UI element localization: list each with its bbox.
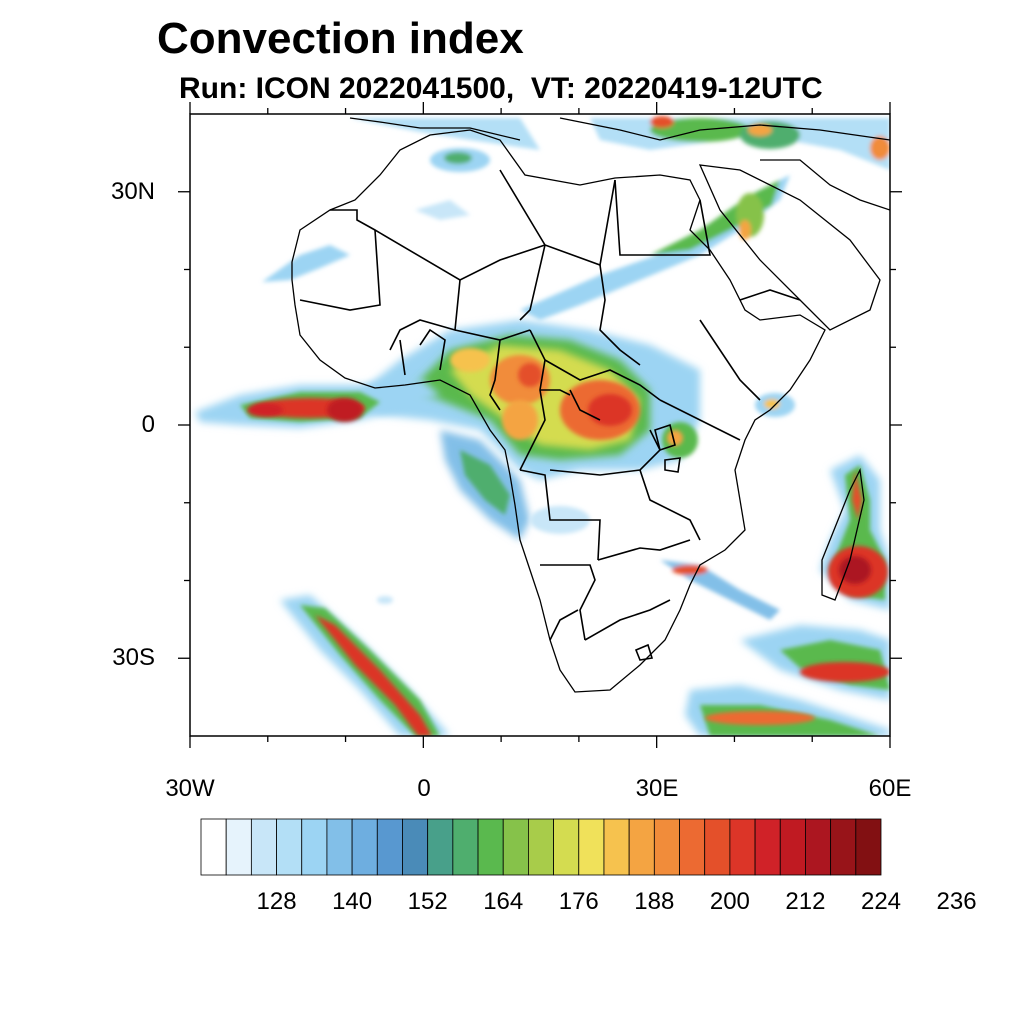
colorbar-swatch [326, 818, 353, 876]
colorbar-swatch [830, 818, 857, 876]
colorbar-swatch [200, 818, 227, 876]
convection-arabia-band [520, 175, 790, 320]
colorbar-swatch [402, 818, 429, 876]
lon-label-30w: 30W [165, 775, 215, 802]
colorbar-swatch [855, 818, 882, 876]
lon-label-30e: 30E [635, 775, 679, 802]
colorbar-swatch [477, 818, 504, 876]
colorbar-swatch [528, 818, 554, 876]
lat-label-30n: 30N [110, 178, 155, 205]
colorbar [200, 818, 882, 876]
colorbar-tick-label: 176 [558, 888, 599, 915]
colorbar-swatch [351, 818, 378, 876]
convection-angola-coast [440, 430, 530, 540]
colorbar-tick-label: 236 [936, 888, 977, 915]
colorbar-swatch [250, 818, 277, 876]
convection-central-africa [350, 320, 700, 480]
axis-ticks [178, 102, 902, 748]
colorbar-swatch [779, 818, 806, 876]
lat-label-0: 0 [141, 411, 155, 438]
convection-gulf-of-guinea [195, 378, 440, 428]
colorbar-swatch [427, 818, 454, 876]
colorbar-swatch [628, 818, 655, 876]
convection-mozambique-channel [660, 560, 780, 620]
colorbar-swatch [653, 818, 680, 876]
colorbar-swatch [225, 818, 252, 876]
colorbar-swatch [754, 818, 781, 876]
colorbar-swatch [301, 818, 328, 876]
colorbar-swatch [376, 818, 403, 876]
colorbar-swatch [578, 818, 605, 876]
colorbar-tick-label: 200 [709, 888, 750, 915]
colorbar-swatch [805, 818, 832, 876]
convection-south-atlantic-band [280, 595, 450, 736]
convection-south-indian-band-1 [740, 625, 890, 700]
lon-label-0: 0 [417, 775, 431, 802]
colorbar-tick-label: 164 [483, 888, 524, 915]
colorbar-tick-label: 128 [256, 888, 297, 915]
colorbar-tick-label: 224 [860, 888, 902, 915]
colorbar-swatch [452, 818, 479, 876]
colorbar-tick-label: 140 [332, 888, 373, 915]
convection-nw-atlantic [262, 200, 470, 282]
convection-field [195, 116, 890, 736]
colorbar-swatch [502, 818, 529, 876]
colorbar-swatch [704, 818, 731, 876]
lon-label-60e: 60E [868, 775, 912, 802]
colorbar-swatch [729, 818, 756, 876]
country-borders [299, 169, 801, 661]
chart-title: Convection index [157, 14, 524, 63]
colorbar-swatch [553, 818, 580, 876]
convection-south-indian-band-2 [685, 685, 890, 736]
colorbar-swatch [679, 818, 706, 876]
lat-label-30s: 30S [112, 644, 155, 671]
colorbar-tick-label: 212 [785, 888, 826, 915]
colorbar-tick-label: 188 [634, 888, 675, 915]
chart-subtitle: Run: ICON 2022041500, VT: 20220419-12UTC [179, 72, 823, 105]
colorbar-swatch [603, 818, 630, 876]
colorbar-tick-label: 152 [407, 888, 448, 915]
coastlines [291, 117, 890, 693]
convection-mediterranean [350, 116, 890, 172]
colorbar-swatch [276, 818, 303, 876]
convection-cyclone-indian-ocean [820, 455, 890, 610]
